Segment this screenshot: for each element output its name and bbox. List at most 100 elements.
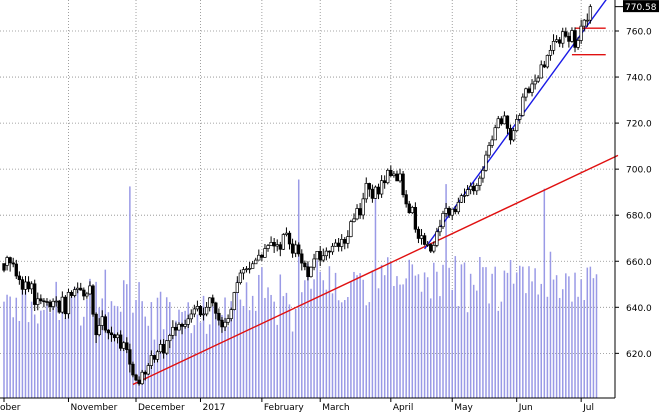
candle-body-up	[269, 242, 273, 246]
candle-body-up	[551, 41, 556, 51]
volume-bar	[46, 303, 48, 398]
volume-bar	[141, 301, 143, 398]
volume-bar	[33, 314, 36, 398]
candle-body-down	[180, 323, 184, 327]
volume-bar	[534, 268, 536, 398]
volume-bar	[15, 297, 18, 398]
candle-body-up	[140, 371, 144, 385]
volume-bar	[233, 292, 235, 398]
candle-body-down	[508, 128, 513, 141]
candle-body-down	[57, 300, 61, 313]
volume-bar	[49, 312, 51, 398]
candle-body-down	[303, 262, 307, 268]
volume-bar	[522, 266, 524, 398]
volume-bar	[18, 320, 21, 398]
candle-body-down	[45, 301, 49, 303]
candle-body-up	[54, 300, 58, 303]
volume-bar	[267, 287, 269, 398]
x-tick-label: 2017	[202, 403, 225, 412]
candle-body-up	[349, 221, 353, 237]
volume-bar	[525, 293, 527, 398]
y-tick-label: 680.0	[626, 212, 652, 222]
volume-bar	[135, 300, 137, 398]
volume-bar	[328, 266, 331, 398]
volume-bar	[264, 297, 266, 398]
candle-body-down	[499, 118, 503, 125]
volume-bar	[583, 300, 585, 398]
candle-body-down	[63, 296, 68, 315]
candle-body-up	[195, 306, 200, 310]
candle-body-up	[392, 173, 396, 176]
volume-bar	[279, 274, 282, 398]
candle-body-up	[330, 245, 335, 253]
volume-bar	[433, 262, 435, 398]
volume-bar	[107, 312, 110, 398]
volume-bar	[6, 294, 8, 398]
candle-body-up	[355, 208, 359, 220]
volume-bar	[537, 294, 539, 398]
volume-bar	[436, 271, 438, 398]
volume-bar	[89, 278, 91, 398]
candle-body-down	[69, 291, 74, 296]
volume-bar	[104, 269, 107, 398]
candle-body-down	[297, 244, 301, 255]
x-tick-label: February	[264, 403, 305, 412]
volume-bar	[110, 301, 113, 398]
candle-body-down	[106, 329, 111, 334]
candle-body-up	[257, 254, 261, 261]
candle-body-up	[441, 213, 445, 228]
volume-bar	[509, 260, 512, 398]
y-tick-label: 700.0	[626, 166, 652, 176]
volume-bar	[368, 302, 371, 398]
volume-bar	[245, 282, 248, 398]
candle-body-down	[389, 169, 393, 176]
candle-body-up	[364, 183, 368, 200]
volume-bar	[304, 280, 306, 398]
candle-body-down	[564, 31, 568, 37]
volume-bar	[506, 272, 509, 398]
volume-bar	[55, 281, 57, 398]
volume-bar	[479, 257, 481, 398]
volume-bar	[457, 306, 460, 398]
candle-body-up	[284, 232, 289, 235]
candle-body-up	[312, 258, 316, 268]
volume-bar	[377, 288, 380, 398]
candle-body-up	[122, 342, 126, 349]
volume-bar	[340, 302, 343, 398]
candle-body-up	[324, 250, 328, 257]
volume-bar	[212, 306, 214, 398]
volume-bar	[52, 303, 54, 398]
candle-body-up	[490, 139, 494, 146]
volume-bar	[83, 316, 85, 398]
volume-bars	[3, 179, 598, 398]
volume-bar	[454, 256, 457, 398]
volume-bar	[359, 273, 361, 398]
volume-bar	[374, 188, 377, 398]
volume-bar	[162, 329, 165, 398]
candle-body-up	[76, 287, 80, 290]
volume-bar	[371, 270, 374, 398]
volume-bar	[156, 297, 159, 398]
candle-body-down	[91, 285, 95, 315]
candle-body-down	[453, 208, 457, 213]
volume-bar	[497, 310, 500, 398]
volume-bar	[485, 267, 487, 398]
volume-bar	[595, 274, 598, 398]
candle-body-up	[177, 323, 181, 331]
candle-body-up	[456, 201, 461, 213]
volume-bar	[297, 179, 300, 398]
volume-bar	[463, 262, 466, 398]
volume-bar	[531, 281, 533, 398]
last-price-tag: 770.58	[615, 0, 659, 13]
candle-body-down	[395, 173, 399, 182]
volume-bar	[316, 260, 318, 398]
volume-bar	[218, 319, 220, 398]
candle-body-up	[518, 115, 522, 120]
volume-bar	[540, 283, 542, 398]
volume-bar	[592, 278, 595, 398]
volume-bar	[546, 296, 549, 398]
volume-bar	[86, 299, 88, 398]
candle-body-up	[189, 313, 193, 320]
